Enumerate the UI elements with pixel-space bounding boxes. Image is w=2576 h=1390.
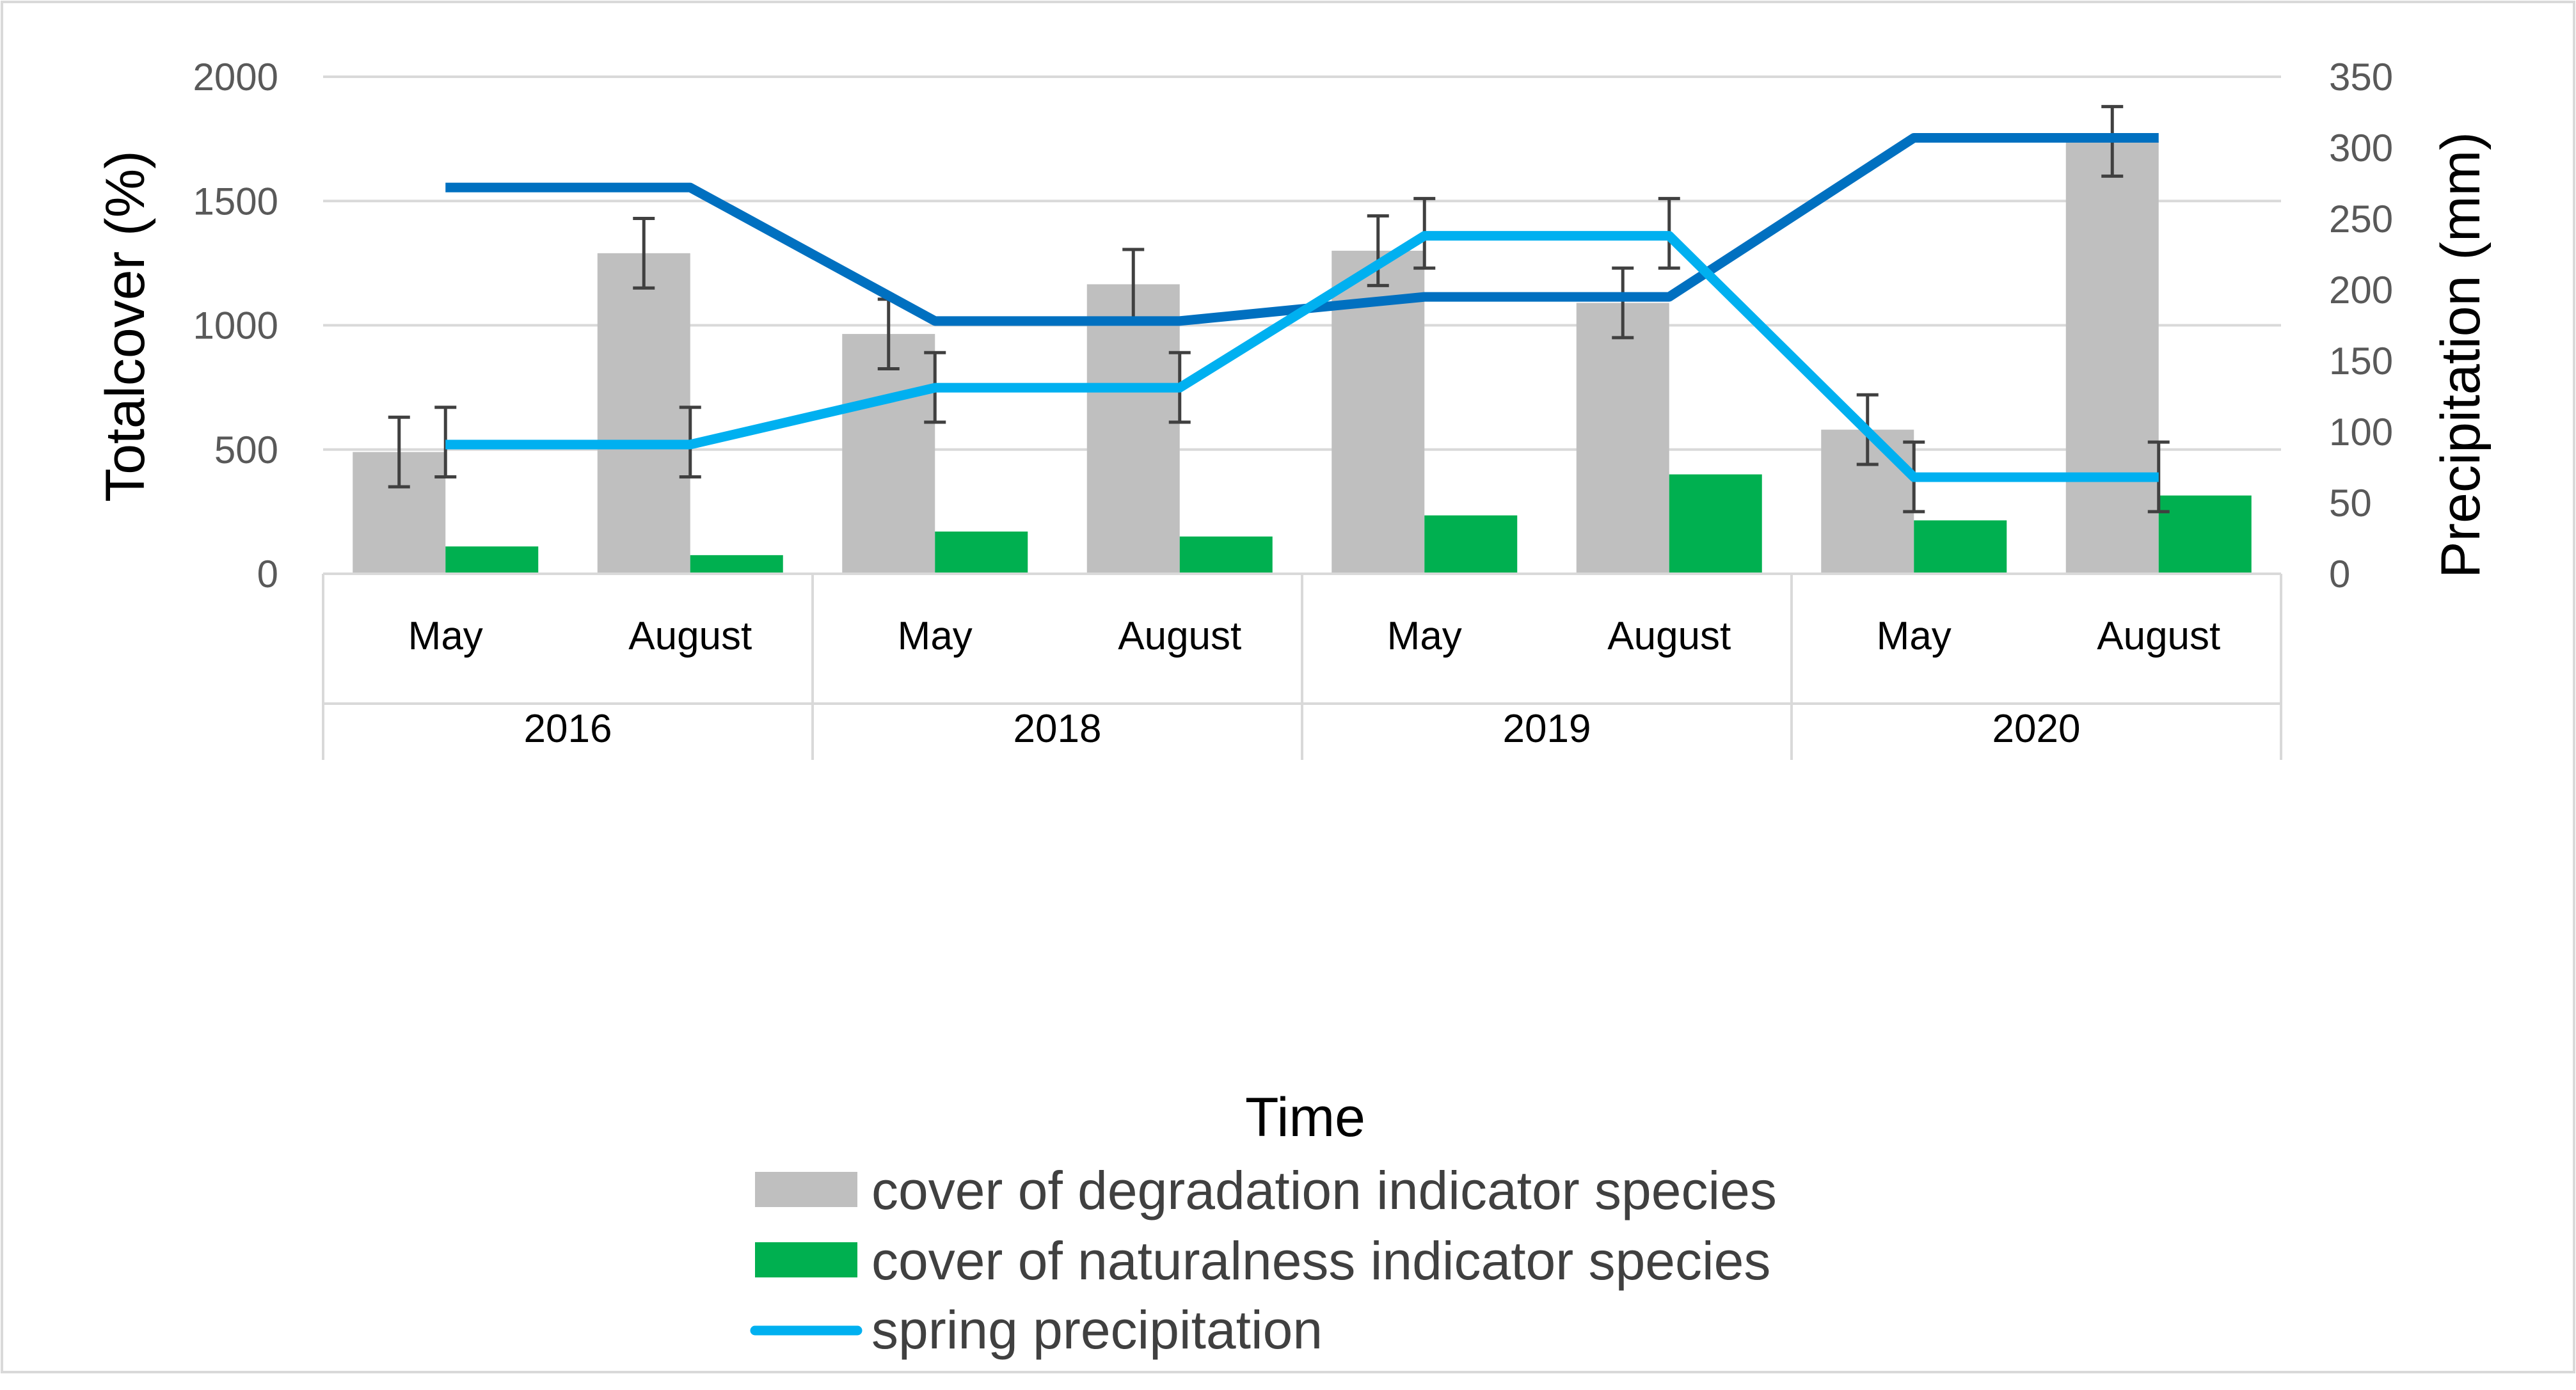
bar-naturalness bbox=[2158, 495, 2252, 574]
y-tick-label: 1000 bbox=[193, 304, 278, 347]
bar-naturalness bbox=[935, 531, 1028, 574]
x-group-label: 2020 bbox=[1992, 707, 2081, 751]
x-tick-label: August bbox=[1607, 614, 1731, 658]
legend-degradation-swatch bbox=[755, 1172, 857, 1207]
x-tick-label: May bbox=[1877, 614, 1952, 658]
y2-tick-label: 0 bbox=[2329, 553, 2350, 596]
bars bbox=[353, 141, 2252, 574]
bar-naturalness bbox=[1669, 474, 1762, 574]
bar-naturalness bbox=[690, 555, 783, 574]
bar-naturalness bbox=[1914, 520, 2007, 574]
y2-tick-label: 50 bbox=[2329, 482, 2372, 525]
bar-degradation bbox=[842, 334, 935, 574]
x-group-label: 2016 bbox=[524, 707, 612, 751]
y2-tick-label: 300 bbox=[2329, 127, 2393, 170]
y2-tick-label: 200 bbox=[2329, 269, 2393, 312]
bar-degradation bbox=[1086, 284, 1180, 574]
y2-tick-label: 250 bbox=[2329, 198, 2393, 241]
bar-degradation bbox=[1576, 303, 1669, 574]
y-tick-label: 500 bbox=[214, 429, 278, 471]
bar-naturalness bbox=[1179, 536, 1273, 574]
legend-naturalness-label: cover of naturalness indicator species bbox=[871, 1231, 1770, 1291]
x-tick-label: May bbox=[408, 614, 483, 658]
lines bbox=[445, 132, 2159, 482]
legend-naturalness-swatch bbox=[755, 1242, 857, 1277]
y2-tick-label: 100 bbox=[2329, 411, 2393, 454]
legend: cover of degradation indicator species co… bbox=[750, 1160, 1777, 1360]
y2-tick-label: 150 bbox=[2329, 340, 2393, 383]
y-tick-label: 0 bbox=[257, 553, 278, 596]
x-tick-label: August bbox=[628, 614, 752, 658]
y2-axis-title: Precipitation (mm) bbox=[2430, 132, 2492, 578]
y-axis-title: Totalcover (%) bbox=[95, 150, 156, 502]
bar-degradation bbox=[597, 253, 690, 574]
axes: 0 500 1000 1500 2000 0 50 100 150 200 250 300 350 May… bbox=[95, 56, 2492, 1148]
bar-naturalness bbox=[445, 546, 539, 574]
y-tick-label: 2000 bbox=[193, 56, 278, 99]
x-group-label: 2018 bbox=[1014, 707, 1102, 751]
x-tick-label: May bbox=[1387, 614, 1462, 658]
legend-degradation-label: cover of degradation indicator species bbox=[871, 1160, 1777, 1220]
x-axis-title: Time bbox=[1245, 1087, 1365, 1148]
x-tick-label: May bbox=[898, 614, 973, 658]
bar-naturalness bbox=[1424, 515, 1518, 574]
x-group-label: 2019 bbox=[1503, 707, 1591, 751]
legend-spring-precipitation-label: spring precipitation bbox=[871, 1300, 1323, 1360]
bar-degradation bbox=[2065, 141, 2159, 574]
y-tick-label: 1500 bbox=[193, 180, 278, 223]
x-tick-label: August bbox=[1118, 614, 1241, 658]
line-spring-precipitation bbox=[445, 231, 2159, 482]
x-tick-label: August bbox=[2097, 614, 2220, 658]
y2-tick-label: 350 bbox=[2329, 56, 2393, 99]
